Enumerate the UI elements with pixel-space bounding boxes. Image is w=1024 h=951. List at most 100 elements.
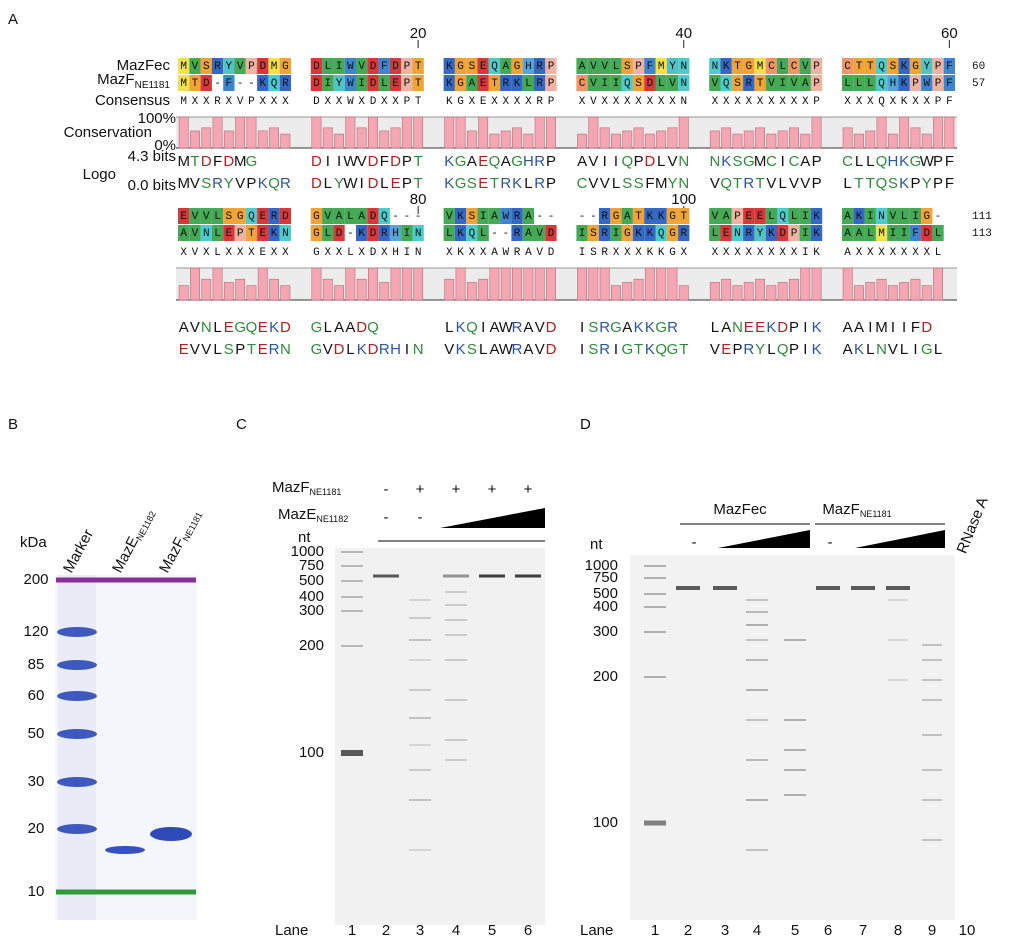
conservation-bar bbox=[788, 278, 799, 301]
residue-cell bbox=[943, 58, 955, 74]
gel-band bbox=[409, 617, 431, 619]
logo-letters: AK L NV L I GL bbox=[843, 341, 943, 358]
residue-cell bbox=[257, 75, 269, 91]
lane-number: 4 bbox=[452, 922, 460, 939]
marker-band bbox=[57, 777, 97, 787]
conservation-bar bbox=[811, 116, 822, 149]
sequence: AKINVLIG- bbox=[844, 211, 941, 223]
residue-cell bbox=[587, 75, 599, 91]
conservation-bar bbox=[534, 267, 545, 301]
lane-number: 5 bbox=[791, 922, 799, 939]
residue-cell bbox=[731, 208, 744, 224]
gel-band bbox=[746, 759, 768, 761]
conservation-bar bbox=[610, 285, 621, 301]
residue-cell bbox=[754, 208, 766, 224]
gel-band bbox=[644, 577, 666, 579]
conservation-bar bbox=[246, 285, 257, 301]
residue-cell bbox=[610, 75, 622, 91]
residue-cell bbox=[522, 208, 534, 224]
residue-cell bbox=[720, 225, 732, 241]
residue-cell bbox=[666, 75, 679, 91]
gel-band bbox=[746, 719, 768, 721]
marker-band bbox=[57, 691, 97, 701]
gel-band bbox=[784, 749, 806, 751]
conservation-bar bbox=[610, 133, 621, 149]
conservation-bar bbox=[455, 116, 466, 149]
residue-cell bbox=[678, 208, 690, 224]
conservation-bar bbox=[235, 116, 246, 149]
logo-letters: MTDFDMG bbox=[177, 153, 257, 170]
residue-cell bbox=[587, 58, 599, 74]
residue-cell bbox=[678, 225, 690, 241]
conservation-bar bbox=[732, 285, 743, 301]
residue-cell bbox=[632, 58, 645, 74]
panel-label: D bbox=[580, 416, 591, 433]
residue-cell bbox=[777, 75, 789, 91]
residue-cell bbox=[875, 58, 888, 74]
residue-cell bbox=[777, 225, 789, 241]
residue-cell bbox=[310, 208, 323, 224]
panel-label: A bbox=[8, 11, 18, 28]
gel-band bbox=[409, 659, 431, 661]
residue-cell bbox=[378, 225, 390, 241]
residue-cell bbox=[709, 58, 721, 74]
gel-band bbox=[341, 750, 363, 756]
conservation-bar bbox=[899, 282, 910, 301]
conservation-bar bbox=[743, 130, 754, 149]
residue-cell bbox=[454, 208, 467, 224]
lane-label-sub: NE1182 bbox=[134, 510, 158, 543]
condition-label: MazFNE1181 bbox=[272, 479, 341, 497]
residue-cell bbox=[211, 58, 224, 74]
residue-cell bbox=[511, 225, 523, 241]
gel-band bbox=[445, 699, 467, 701]
end-number: 111 bbox=[972, 211, 992, 223]
row-label-sub: NE1181 bbox=[135, 80, 171, 91]
gel-band bbox=[479, 574, 505, 578]
sign: - bbox=[384, 481, 389, 498]
residue-cell bbox=[731, 75, 744, 91]
position-number: 60 bbox=[941, 25, 958, 42]
conservation-bar bbox=[842, 267, 853, 301]
residue-cell bbox=[189, 58, 201, 74]
conservation-bar bbox=[356, 127, 367, 149]
logo-letters: VQTRT V L VVP bbox=[710, 175, 822, 192]
gel-band bbox=[644, 820, 666, 826]
residue-cell bbox=[644, 225, 656, 241]
gel-band bbox=[784, 769, 806, 771]
residue-cell bbox=[678, 58, 690, 74]
conservation-bar bbox=[887, 133, 898, 149]
residue-cell bbox=[466, 208, 478, 224]
gel-band bbox=[515, 574, 541, 578]
gel-band bbox=[746, 639, 768, 641]
size-label: 100 bbox=[593, 814, 618, 831]
conservation-bar bbox=[709, 130, 720, 149]
residue-cell bbox=[799, 75, 811, 91]
gel-band bbox=[341, 580, 363, 582]
row-label: MazFNE1181 bbox=[97, 71, 170, 91]
residue-cell bbox=[466, 75, 478, 91]
residue-cell bbox=[367, 58, 379, 74]
condition-label-sub: NE1182 bbox=[316, 514, 348, 524]
residue-cell bbox=[211, 225, 224, 241]
residue-cell bbox=[356, 58, 368, 74]
size-label: 10 bbox=[28, 883, 45, 900]
consensus: MXXRXVPXXX bbox=[180, 96, 289, 108]
lane-number: 3 bbox=[721, 922, 729, 939]
conservation-bar bbox=[667, 127, 678, 149]
logo-letters: AA I M I I FD bbox=[843, 319, 933, 336]
logo-letters: L ANEEKDP I K bbox=[711, 319, 822, 336]
residue-cell bbox=[655, 208, 667, 224]
gel-band bbox=[922, 644, 942, 646]
gel-band bbox=[409, 599, 431, 601]
row-label: Conservation bbox=[64, 124, 152, 141]
conservation-bar bbox=[865, 130, 876, 149]
logo-letters: CVV L SS FMYN bbox=[577, 175, 690, 192]
logo-letters: C L LQHKGWP F bbox=[842, 153, 954, 170]
size-label: 50 bbox=[28, 725, 45, 742]
protein-band bbox=[150, 827, 192, 841]
residue-cell bbox=[477, 58, 489, 74]
residue-cell bbox=[853, 208, 865, 224]
gel-band bbox=[445, 591, 467, 593]
residue-cell bbox=[599, 225, 611, 241]
gel-band bbox=[644, 606, 666, 608]
